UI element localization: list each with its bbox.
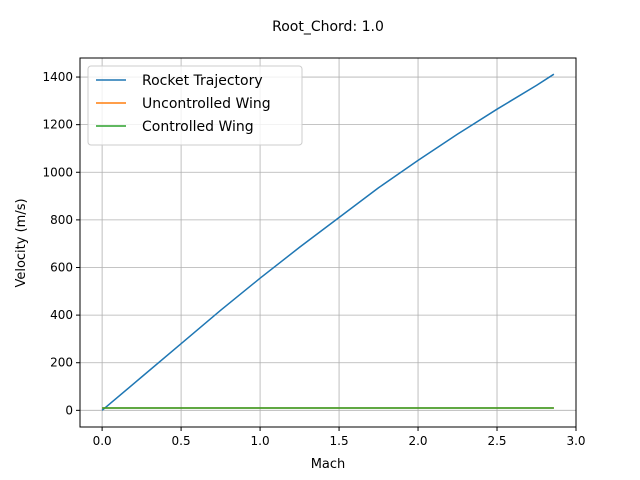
- axis-ticks: 0.0 0.5 1.0 1.5 2.0 2.5 3.0 0 200 400 600 800 1000 12…: [42, 70, 585, 448]
- y-tick-label: 600: [50, 260, 73, 274]
- y-tick-label: 800: [50, 213, 73, 227]
- x-tick-label: 1.5: [330, 434, 349, 448]
- legend-label: Rocket Trajectory: [142, 73, 263, 89]
- legend: Rocket Trajectory Uncontrolled Wing Contro…: [87, 65, 303, 146]
- series-line-rocket-trajectory: [101, 73, 555, 411]
- x-tick-label: 2.0: [408, 434, 427, 448]
- x-tick-label: 0.5: [172, 434, 191, 448]
- x-tick-label: 0.0: [93, 434, 112, 448]
- legend-label: Uncontrolled Wing: [142, 96, 271, 112]
- axes-frame: [79, 57, 577, 428]
- chart-title: Root_Chord: 1.0: [272, 19, 384, 35]
- grid-lines: [80, 58, 577, 427]
- x-axis-label: Mach: [311, 457, 346, 472]
- y-tick-label: 1000: [42, 165, 73, 179]
- y-tick-label: 0: [65, 403, 73, 417]
- y-tick-label: 1400: [42, 70, 73, 84]
- x-tick-label: 1.0: [251, 434, 270, 448]
- plot-series: [101, 73, 555, 411]
- y-tick-label: 200: [50, 356, 73, 370]
- legend-label: Controlled Wing: [142, 119, 254, 135]
- y-axis-label: Velocity (m/s): [14, 198, 29, 287]
- y-tick-label: 400: [50, 308, 73, 322]
- y-tick-label: 1200: [42, 118, 73, 132]
- x-tick-label: 2.5: [487, 434, 506, 448]
- x-tick-label: 3.0: [566, 434, 585, 448]
- legend-box: [87, 65, 303, 146]
